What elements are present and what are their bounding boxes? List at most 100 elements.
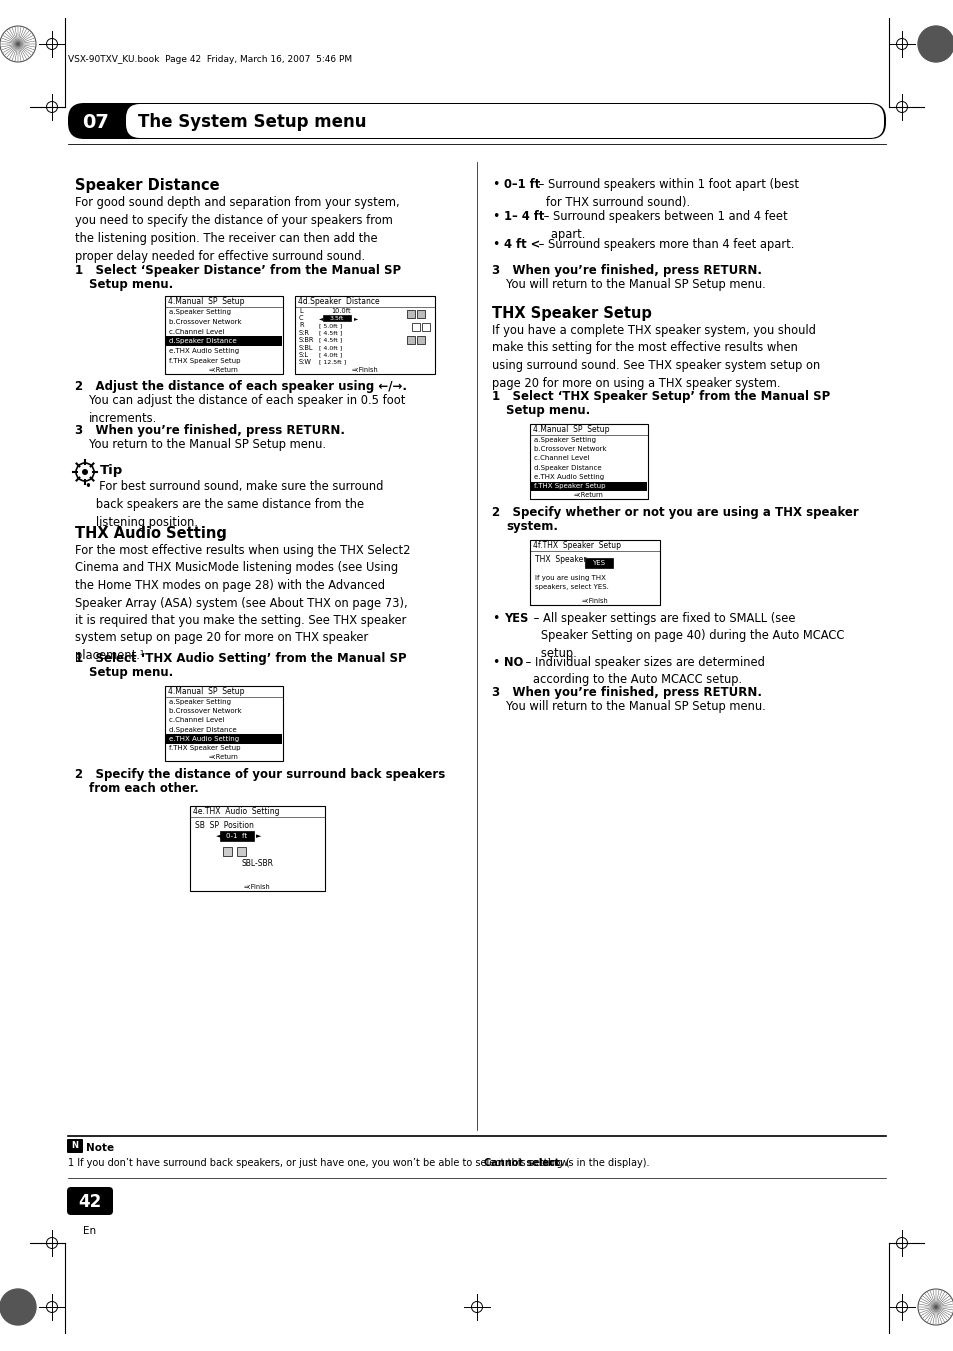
Text: N: N [71, 1142, 78, 1151]
Text: ►: ► [255, 834, 261, 839]
Text: En: En [83, 1225, 96, 1236]
Text: 2   Adjust the distance of each speaker using ←/→.: 2 Adjust the distance of each speaker us… [75, 380, 407, 393]
Text: [ 4.5ft ]: [ 4.5ft ] [318, 330, 342, 335]
Circle shape [0, 1289, 36, 1325]
Bar [166, 336, 282, 346]
Text: For good sound depth and separation from your system,
you need to specify the di: For good sound depth and separation from… [75, 196, 399, 263]
Text: •: • [492, 209, 498, 223]
Text: 4.Manual  SP  Setup: 4.Manual SP Setup [168, 297, 244, 307]
Circle shape [917, 26, 953, 62]
Text: For the most effective results when using the THX Select2
Cinema and THX MusicMo: For the most effective results when usin… [75, 544, 410, 662]
Text: Setup menu.: Setup menu. [89, 278, 173, 290]
Text: a.Speaker Setting: a.Speaker Setting [169, 309, 231, 315]
Text: S:R: S:R [298, 330, 310, 336]
Text: – Surround speakers between 1 and 4 feet
   apart.: – Surround speakers between 1 and 4 feet… [539, 209, 786, 240]
Text: e.THX Audio Setting: e.THX Audio Setting [169, 349, 239, 354]
Bar [407, 309, 415, 317]
Text: S:W: S:W [298, 359, 312, 365]
Text: SB  SP  Position: SB SP Position [194, 821, 253, 831]
Text: The System Setup menu: The System Setup menu [138, 113, 366, 131]
Text: 10.0ft: 10.0ft [331, 308, 351, 313]
Text: ⇒:Return: ⇒:Return [209, 367, 238, 373]
Text: THX Audio Setting: THX Audio Setting [75, 526, 227, 540]
Text: ►: ► [354, 316, 358, 320]
Text: THX  Speaker: THX Speaker [535, 555, 586, 565]
Bar [584, 558, 613, 567]
Text: 3   When you’re finished, press RETURN.: 3 When you’re finished, press RETURN. [75, 424, 345, 436]
Text: YES: YES [503, 612, 528, 626]
Text: C: C [298, 315, 303, 322]
Text: 2   Specify the distance of your surround back speakers: 2 Specify the distance of your surround … [75, 767, 445, 781]
Text: d.Speaker Distance: d.Speaker Distance [169, 338, 236, 345]
Text: ⇒:Finish: ⇒:Finish [352, 367, 378, 373]
Text: You will return to the Manual SP Setup menu.: You will return to the Manual SP Setup m… [505, 278, 765, 290]
Text: Cannot select: Cannot select [483, 1158, 558, 1169]
Text: [ 4.0ft ]: [ 4.0ft ] [318, 345, 342, 350]
Text: 4 ft <: 4 ft < [503, 238, 539, 251]
Text: ⇒:Finish: ⇒:Finish [581, 598, 608, 604]
Text: 1   Select ‘Speaker Distance’ from the Manual SP: 1 Select ‘Speaker Distance’ from the Man… [75, 263, 400, 277]
Text: 4f.THX  Speaker  Setup: 4f.THX Speaker Setup [533, 542, 620, 550]
FancyBboxPatch shape [68, 103, 885, 139]
FancyBboxPatch shape [126, 104, 883, 138]
Text: d.Speaker Distance: d.Speaker Distance [534, 465, 601, 470]
Text: •: • [492, 238, 498, 251]
Text: from each other.: from each other. [89, 782, 198, 794]
Bar [530, 424, 647, 499]
Text: [ 12.5ft ]: [ 12.5ft ] [318, 359, 346, 365]
Text: 42: 42 [78, 1193, 102, 1210]
Text: ◄: ◄ [215, 834, 221, 839]
Text: S:L: S:L [298, 353, 309, 358]
Bar [407, 336, 415, 345]
Bar [416, 336, 424, 345]
Text: •: • [492, 178, 498, 190]
Text: Note: Note [86, 1143, 114, 1152]
Text: NO: NO [503, 657, 523, 669]
Text: 3   When you’re finished, press RETURN.: 3 When you’re finished, press RETURN. [492, 686, 761, 698]
Text: 07: 07 [82, 112, 109, 131]
Text: Setup menu.: Setup menu. [505, 404, 590, 417]
Text: – Individual speaker sizes are determined
   according to the Auto MCACC setup.: – Individual speaker sizes are determine… [521, 657, 764, 686]
Text: 0-1  ft: 0-1 ft [226, 834, 247, 839]
Text: 3   When you’re finished, press RETURN.: 3 When you’re finished, press RETURN. [492, 263, 761, 277]
Text: system.: system. [505, 520, 558, 534]
Text: ◄: ◄ [318, 316, 323, 320]
Text: •: • [492, 657, 498, 669]
Text: [ 5.0ft ]: [ 5.0ft ] [318, 323, 342, 328]
Text: 1– 4 ft: 1– 4 ft [503, 209, 544, 223]
Bar [530, 540, 659, 605]
Text: ⇒:Return: ⇒:Return [574, 492, 603, 499]
Text: a.Speaker Setting: a.Speaker Setting [534, 436, 596, 443]
Text: 2   Specify whether or not you are using a THX speaker: 2 Specify whether or not you are using a… [492, 507, 858, 519]
Text: shows in the display).: shows in the display). [539, 1158, 649, 1169]
Text: 1   Select ‘THX Audio Setting’ from the Manual SP: 1 Select ‘THX Audio Setting’ from the Ma… [75, 653, 406, 665]
FancyBboxPatch shape [67, 1139, 83, 1152]
Text: ⇒:Return: ⇒:Return [209, 754, 238, 761]
Text: e.THX Audio Setting: e.THX Audio Setting [534, 474, 603, 480]
Text: 4d.Speaker  Distance: 4d.Speaker Distance [297, 297, 379, 307]
Text: f.THX Speaker Setup: f.THX Speaker Setup [534, 484, 605, 489]
Bar [190, 807, 325, 892]
Text: ⇒:Finish: ⇒:Finish [244, 884, 271, 890]
Text: b.Crossover Network: b.Crossover Network [169, 319, 241, 324]
Text: YES: YES [592, 561, 605, 566]
Text: 1   Select ‘THX Speaker Setup’ from the Manual SP: 1 Select ‘THX Speaker Setup’ from the Ma… [492, 390, 829, 403]
Text: – Surround speakers within 1 foot apart (best
   for THX surround sound).: – Surround speakers within 1 foot apart … [534, 178, 798, 209]
Text: 4.Manual  SP  Setup: 4.Manual SP Setup [168, 688, 244, 697]
Bar [165, 686, 283, 761]
Text: c.Channel Level: c.Channel Level [169, 328, 224, 335]
Text: •: • [492, 612, 498, 626]
Bar [421, 323, 430, 331]
Text: 1 If you don’t have surround back speakers, or just have one, you won’t be able : 1 If you don’t have surround back speake… [68, 1158, 569, 1169]
Text: THX Speaker Setup: THX Speaker Setup [492, 305, 651, 322]
Text: You can adjust the distance of each speaker in 0.5 foot
increments.: You can adjust the distance of each spea… [89, 394, 405, 424]
Text: SBL-SBR: SBL-SBR [241, 859, 274, 869]
Bar [323, 315, 351, 322]
Bar [166, 735, 282, 743]
Text: speakers, select YES.: speakers, select YES. [535, 584, 608, 590]
Circle shape [82, 469, 88, 476]
Text: f.THX Speaker Setup: f.THX Speaker Setup [169, 358, 240, 363]
Text: If you are using THX: If you are using THX [535, 576, 605, 581]
Text: Speaker Distance: Speaker Distance [75, 178, 219, 193]
Text: – Surround speakers more than 4 feet apart.: – Surround speakers more than 4 feet apa… [534, 238, 793, 251]
